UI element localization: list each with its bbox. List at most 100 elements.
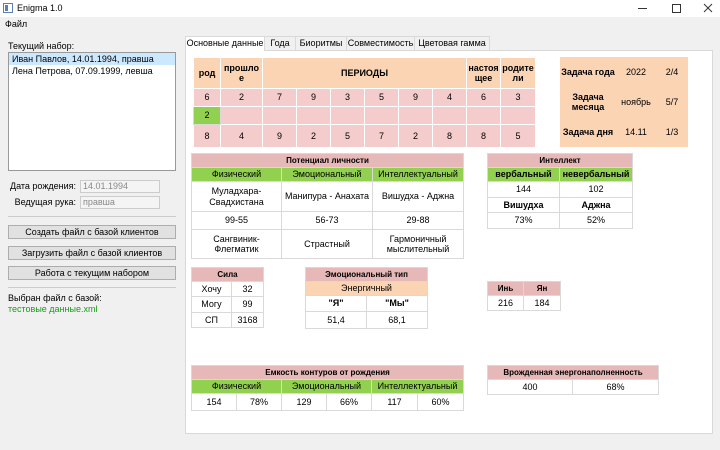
cell: Задача года [560,57,616,87]
cell: родители [500,57,536,89]
list-item[interactable]: Иван Павлов, 14.01.1994, правша [9,53,175,65]
cell: 2 [220,88,263,107]
cell: 14.11 [616,117,656,147]
cell: Врожденная энергонаполненность [487,365,659,380]
tab[interactable]: Цветовая гамма [414,36,490,50]
cell: Эмоциональный [281,167,373,182]
tab[interactable]: Биоритмы [295,36,347,50]
table: род прошлое ПЕРИОДЫ настоящее родители 6 2 7 9 3 5… [193,57,536,148]
cell: 9 [398,88,433,107]
empty-cell [398,106,433,125]
cell: 7 [364,124,399,148]
cell: ноябрь [616,87,656,117]
cell: 1/3 [656,117,688,147]
cell: 99-55 [191,211,282,230]
cell: 78% [236,393,282,411]
cell: 99 [230,296,265,313]
window-controls[interactable] [630,0,720,17]
table: Емкость контуров от рождения Физический Эм… [190,365,465,411]
cell: 5 [330,124,365,148]
label: Ведущая рука: [14,197,76,207]
cell: 5/7 [656,87,688,117]
tab[interactable]: Совместимость [346,36,415,50]
cell: Сила [190,266,265,283]
cell: Гармоничный мыслительный [372,229,464,259]
cell: 6 [193,88,221,107]
cell: Хочу [191,281,232,298]
separator [8,216,176,217]
cell: 66% [326,393,372,411]
title-bar [0,0,720,17]
capacity-table: Емкость контуров от рождения Физический Эм… [190,365,465,411]
table: Потенциал личности Физический Эмоциональны… [191,153,464,259]
cell: 154 [191,393,237,411]
cell: 3 [330,88,365,107]
cell: 117 [371,393,418,411]
cell: род [193,57,221,89]
cell: 7 [262,88,297,107]
empty-cell [364,106,399,125]
energy-table: Врожденная энергонаполненность 400 68% [487,365,659,395]
cell: Вишудха [487,197,560,213]
label: Текущий набор: [8,41,75,51]
cell: 8 [193,124,221,148]
cell: Физический [191,167,282,182]
cell: 2/4 [656,57,688,87]
cell: Муладхара-Свадхистана [191,181,282,212]
cell: 144 [487,181,560,198]
table: Эмоциональный тип Энергичный "Я" "Мы" 51,4 68… [305,267,428,329]
cell: 400 [487,379,573,395]
cell: Манипура - Анахата [281,181,373,212]
empty-cell [500,106,536,125]
table: Сила Хочу 32 Могу 99 СП 3168 [190,266,265,329]
empty-cell [262,106,297,125]
cell: Ян [523,281,561,296]
list-item[interactable]: Лена Петрова, 07.09.1999, левша [12,66,153,76]
cell: 60% [416,393,465,411]
combo-box: правша [80,196,160,209]
periods-table: род прошлое ПЕРИОДЫ настоящее родители 6 2 7 9 3 5… [193,57,536,148]
cell: Сангвиник-Флегматик [191,229,282,259]
button[interactable]: Работа с текущим набором [8,266,176,280]
emotional-type-table: Эмоциональный тип Энергичный "Я" "Мы" 51,4 68… [305,267,428,329]
cell: настоящее [466,57,501,89]
cell: 4 [220,124,263,148]
cell: 102 [558,181,634,198]
empty-cell [330,106,365,125]
menu-item[interactable]: Файл [5,19,28,29]
potential-table: Потенциал личности Физический Эмоциональны… [191,153,464,259]
cell: 216 [487,295,524,311]
empty-cell [466,106,501,125]
cell: Задача месяца [560,87,616,117]
label: Выбран файл с базой: [8,293,102,303]
cell: 52% [558,212,634,229]
cell: 51,4 [305,311,367,329]
table: Интеллект вербальный невербальный 144 102 Виш… [486,153,634,229]
table: Инь Ян 216 184 [487,281,561,311]
window-title: Enigma 1.0 [17,3,63,13]
cell: 32 [230,281,265,298]
cell: 4 [432,88,467,107]
cell: 129 [281,393,327,411]
cell: прошлое [220,57,263,89]
file-name: тестовые данные.xml [8,304,98,314]
tab[interactable]: Года [264,36,296,50]
button[interactable]: Создать файл с базой клиентов [8,225,176,239]
cell: Эмоциональный [281,379,372,394]
button[interactable]: Загрузить файл с базой клиентов [8,246,176,260]
cell: "Мы" [366,295,428,312]
cell: Интеллектуальный [370,379,465,394]
cell: Вишудха - Аджна [372,181,464,212]
cell: 2022 [616,57,656,87]
yin-yang-table: Инь Ян 216 184 [487,281,561,311]
tasks-table: Задача года 2022 2/4 Задача месяца ноябрь 5/7… [560,57,688,147]
cell: СП [191,311,232,329]
tab[interactable]: Основные данные [185,36,265,51]
combo-box: 14.01.1994 [80,180,160,193]
empty-cell [432,106,467,125]
cell: 2 [296,124,331,148]
cell: 5 [500,124,536,148]
empty-cell [296,106,331,125]
cell: 184 [523,295,561,311]
